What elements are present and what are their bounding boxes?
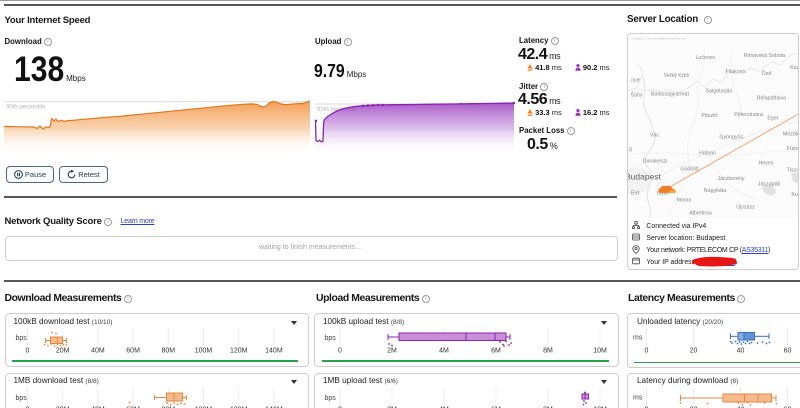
svg-text:Monor: Monor <box>676 198 691 204</box>
svg-text:nce: nce <box>631 78 640 84</box>
svg-text:100M: 100M <box>194 348 212 355</box>
svg-text:40M: 40M <box>91 348 105 355</box>
svg-text:Albertirsa: Albertirsa <box>689 211 711 217</box>
svg-text:Veľký Krtíš: Veľký Krtíš <box>663 73 689 79</box>
svg-text:4M: 4M <box>439 348 449 355</box>
svg-text:0: 0 <box>644 406 648 408</box>
svg-text:20: 20 <box>689 348 697 355</box>
svg-text:0: 0 <box>644 348 648 355</box>
svg-text:20M: 20M <box>55 348 69 355</box>
svg-text:10M: 10M <box>593 348 607 355</box>
svg-text:bps: bps <box>325 395 337 402</box>
svg-text:Kunhe: Kunhe <box>791 192 798 198</box>
svg-text:bps: bps <box>15 395 27 402</box>
svg-text:90th percentile: 90th percentile <box>317 107 357 113</box>
svg-text:Gyöngyös.: Gyöngyös. <box>719 135 744 141</box>
svg-text:90th percentile: 90th percentile <box>6 105 46 111</box>
svg-text:Gödöllő: Gödöllő <box>680 167 698 173</box>
svg-text:Pásztó: Pásztó <box>701 113 717 119</box>
svg-text:Šahy: Šahy <box>630 92 642 99</box>
svg-text:ms: ms <box>633 394 643 401</box>
svg-text:ms: ms <box>633 335 643 342</box>
svg-text:120M: 120M <box>229 348 247 355</box>
svg-text:Jászapáti: Jászapáti <box>757 182 779 188</box>
svg-text:Hatvan: Hatvan <box>699 151 716 157</box>
svg-text:10M: 10M <box>593 406 607 408</box>
svg-text:120M: 120M <box>229 406 247 408</box>
svg-text:0: 0 <box>338 406 342 408</box>
svg-text:Kazincbar: Kazincbar <box>790 65 798 71</box>
svg-text:Érd: Érd <box>630 190 638 197</box>
svg-text:40: 40 <box>736 348 744 355</box>
svg-text:Pétervására: Pétervására <box>734 112 763 118</box>
svg-text:6M: 6M <box>491 406 501 408</box>
svg-text:60M: 60M <box>126 406 140 408</box>
svg-text:Dunakeszi: Dunakeszi <box>642 159 667 165</box>
svg-text:8M: 8M <box>543 406 553 408</box>
svg-text:20: 20 <box>689 406 697 408</box>
svg-text:80M: 80M <box>161 348 175 355</box>
svg-text:bps: bps <box>15 335 27 342</box>
svg-text:Bélapátfalva: Bélapátfalva <box>756 96 785 102</box>
svg-text:20M: 20M <box>55 406 69 408</box>
svg-text:Salgótarján: Salgótarján <box>705 89 732 95</box>
svg-text:© Mapbox © OpenStreetMap Impro: © Mapbox © OpenStreetMap Improve this ma… <box>631 37 686 41</box>
svg-text:80M: 80M <box>161 406 175 408</box>
svg-text:4M: 4M <box>439 406 449 408</box>
svg-text:Filakovo: Filakovo <box>725 69 745 75</box>
svg-text:8M: 8M <box>543 348 553 355</box>
svg-text:Újszász: Újszász <box>736 204 755 211</box>
svg-text:40M: 40M <box>91 406 105 408</box>
svg-text:Füzesab: Füzesab <box>786 146 797 152</box>
svg-text:Gyál: Gyál <box>657 191 668 197</box>
svg-text:Balassagyarmat: Balassagyarmat <box>651 92 690 98</box>
svg-text:Rimavská Sobota: Rimavská Sobota <box>743 53 785 59</box>
svg-text:Ózd: Ózd <box>761 70 771 77</box>
svg-text:Mezőköve: Mezőköve <box>782 132 797 138</box>
svg-text:Jászberény: Jászberény <box>717 176 744 182</box>
svg-text:Nagykáta: Nagykáta <box>703 188 725 194</box>
svg-text:60M: 60M <box>126 348 140 355</box>
svg-text:Budapest: Budapest <box>628 172 662 182</box>
svg-text:2M: 2M <box>387 348 397 355</box>
svg-text:2M: 2M <box>387 406 397 408</box>
svg-text:Vác: Vác <box>649 133 658 139</box>
svg-text:Eger: Eger <box>767 116 778 122</box>
svg-text:140M: 140M <box>265 406 283 408</box>
svg-text:6M: 6M <box>491 348 501 355</box>
svg-text:Tiszafür: Tiszafür <box>786 168 797 174</box>
svg-text:0: 0 <box>25 348 29 355</box>
svg-text:60: 60 <box>783 406 791 408</box>
svg-text:g: g <box>629 147 632 153</box>
svg-text:0: 0 <box>25 406 29 408</box>
svg-text:0: 0 <box>338 348 342 355</box>
svg-text:100M: 100M <box>194 406 212 408</box>
svg-text:60: 60 <box>783 348 791 355</box>
svg-text:Lučenec: Lučenec <box>695 55 715 61</box>
svg-text:40: 40 <box>736 406 744 408</box>
svg-text:140M: 140M <box>265 348 283 355</box>
svg-text:bps: bps <box>325 335 337 342</box>
svg-text:Heves: Heves <box>758 161 773 167</box>
